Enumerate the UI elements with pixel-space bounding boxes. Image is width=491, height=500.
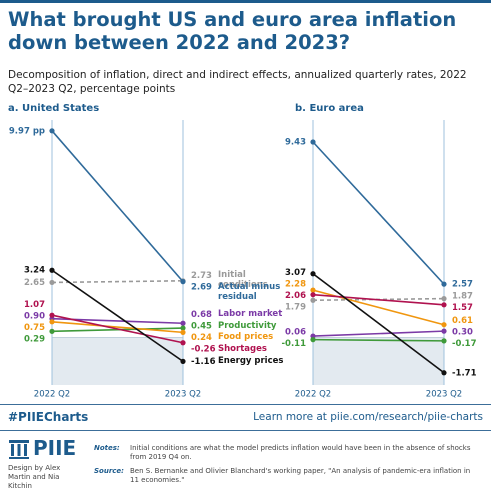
footer-rule — [0, 430, 491, 431]
point — [49, 319, 55, 325]
value-label: 3.07 — [285, 268, 306, 278]
subtitle: Decomposition of inflation, direct and i… — [8, 69, 467, 95]
value-label: 1.07 — [24, 300, 45, 310]
value-label: -0.17 — [452, 339, 477, 349]
value-label: 2.28 — [285, 279, 306, 289]
footer-rule — [0, 404, 491, 405]
series-line — [312, 141, 445, 285]
point — [49, 267, 55, 273]
value-label: 0.24 — [191, 333, 212, 343]
legend-label: Shortages — [218, 343, 267, 354]
point — [441, 338, 447, 344]
series-line — [312, 330, 445, 337]
negative-area — [52, 337, 183, 385]
panel-title: b. Euro area — [295, 103, 364, 114]
point — [310, 271, 316, 277]
point — [310, 297, 316, 303]
value-label: 0.45 — [191, 321, 212, 331]
x-tick-label: 2023 Q2 — [165, 390, 201, 400]
legend-label: Productivity — [218, 320, 277, 331]
point — [180, 279, 186, 285]
point — [441, 322, 447, 328]
value-label: 0.90 — [24, 312, 45, 322]
value-label: 0.29 — [24, 335, 45, 345]
point — [49, 279, 55, 286]
series-line — [312, 293, 445, 306]
point — [441, 281, 447, 287]
series-line — [312, 338, 445, 342]
panel-title: a. United States — [8, 103, 99, 114]
link[interactable]: Learn more at piie.com/research/piie-cha… — [253, 411, 483, 423]
value-label: 0.30 — [452, 328, 473, 338]
legend-label: Labor market — [218, 309, 283, 320]
page-title: What brought US and euro area inflation … — [8, 8, 457, 54]
series-line — [312, 273, 445, 374]
x-tick-label: 2022 Q2 — [34, 390, 70, 400]
value-label: 1.57 — [452, 303, 473, 313]
credit: Design by Alex Martin and Nia Kitchin — [8, 464, 61, 490]
point — [180, 340, 186, 346]
point — [180, 325, 186, 331]
notes-label: Notes: — [94, 444, 120, 452]
value-label: 0.06 — [285, 328, 306, 338]
value-label: 0.75 — [24, 323, 45, 333]
point — [49, 328, 55, 334]
point — [441, 296, 447, 302]
chart: a. United States 2022 Q2 2023 Q2 2.65 9.97 p… — [8, 103, 477, 400]
point — [441, 302, 447, 308]
x-tick-label: 2022 Q2 — [295, 390, 331, 400]
point — [310, 287, 316, 293]
series-line — [51, 269, 184, 363]
point — [49, 128, 55, 134]
logo-icon — [9, 440, 29, 459]
legend-label: Food prices — [218, 332, 274, 343]
logo: PIIE — [33, 436, 77, 460]
top-rule — [0, 0, 491, 3]
series-line — [51, 130, 184, 283]
legend-label: Initial conditions — [218, 270, 268, 291]
point — [49, 312, 55, 318]
value-label: -1.71 — [452, 368, 477, 378]
value-label: 1.79 — [285, 302, 306, 312]
point — [310, 337, 316, 343]
point — [180, 320, 186, 326]
value-label: 2.06 — [285, 291, 306, 301]
value-label: 9.97 pp — [9, 126, 45, 136]
value-label: -1.16 — [191, 357, 216, 367]
value-label: 2.73 — [191, 271, 212, 281]
value-label: -0.11 — [282, 339, 307, 349]
value-label: -0.26 — [191, 344, 216, 354]
series-line — [51, 279, 184, 284]
value-label: 9.43 — [285, 137, 306, 147]
point — [310, 292, 316, 298]
point — [310, 139, 316, 145]
hashtag: #PIIECharts — [8, 410, 89, 424]
value-label: 1.87 — [452, 291, 473, 301]
point — [180, 358, 186, 364]
value-label: 2.65 — [24, 278, 45, 288]
series-line — [312, 289, 445, 326]
point — [441, 370, 447, 376]
value-label: 3.24 — [24, 266, 45, 276]
value-label: 0.68 — [191, 310, 212, 320]
legend-label: Energy prices — [218, 356, 284, 367]
legend-label: Actual minus residual — [218, 281, 281, 302]
source: Ben S. Bernanke and Olivier Blanchard's … — [130, 467, 471, 484]
value-label: 2.69 — [191, 282, 212, 292]
notes: Initial conditions are what the model pr… — [130, 444, 471, 461]
value-label: 2.57 — [452, 280, 473, 290]
value-label: 0.61 — [452, 316, 473, 326]
series-line — [51, 321, 184, 334]
point — [180, 329, 186, 335]
point — [441, 328, 447, 334]
series-line — [51, 314, 184, 344]
source-label: Source: — [94, 467, 124, 475]
negative-area — [313, 337, 444, 385]
x-tick-label: 2023 Q2 — [426, 390, 462, 400]
